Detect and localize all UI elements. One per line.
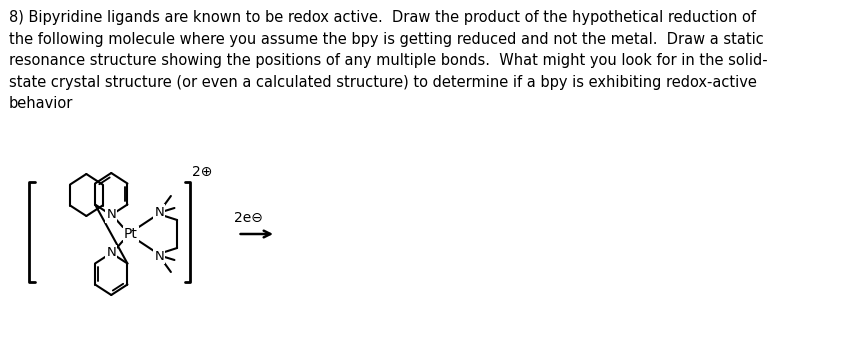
Text: 2⊕: 2⊕ bbox=[192, 165, 213, 179]
Text: N: N bbox=[154, 250, 165, 263]
Text: N: N bbox=[107, 208, 116, 221]
Text: 2e⊖: 2e⊖ bbox=[234, 211, 263, 225]
Text: Pt: Pt bbox=[124, 227, 138, 241]
Text: N: N bbox=[154, 206, 165, 219]
Text: N: N bbox=[107, 246, 116, 259]
Text: 8) Bipyridine ligands are known to be redox active.  Draw the product of the hyp: 8) Bipyridine ligands are known to be re… bbox=[9, 10, 767, 111]
